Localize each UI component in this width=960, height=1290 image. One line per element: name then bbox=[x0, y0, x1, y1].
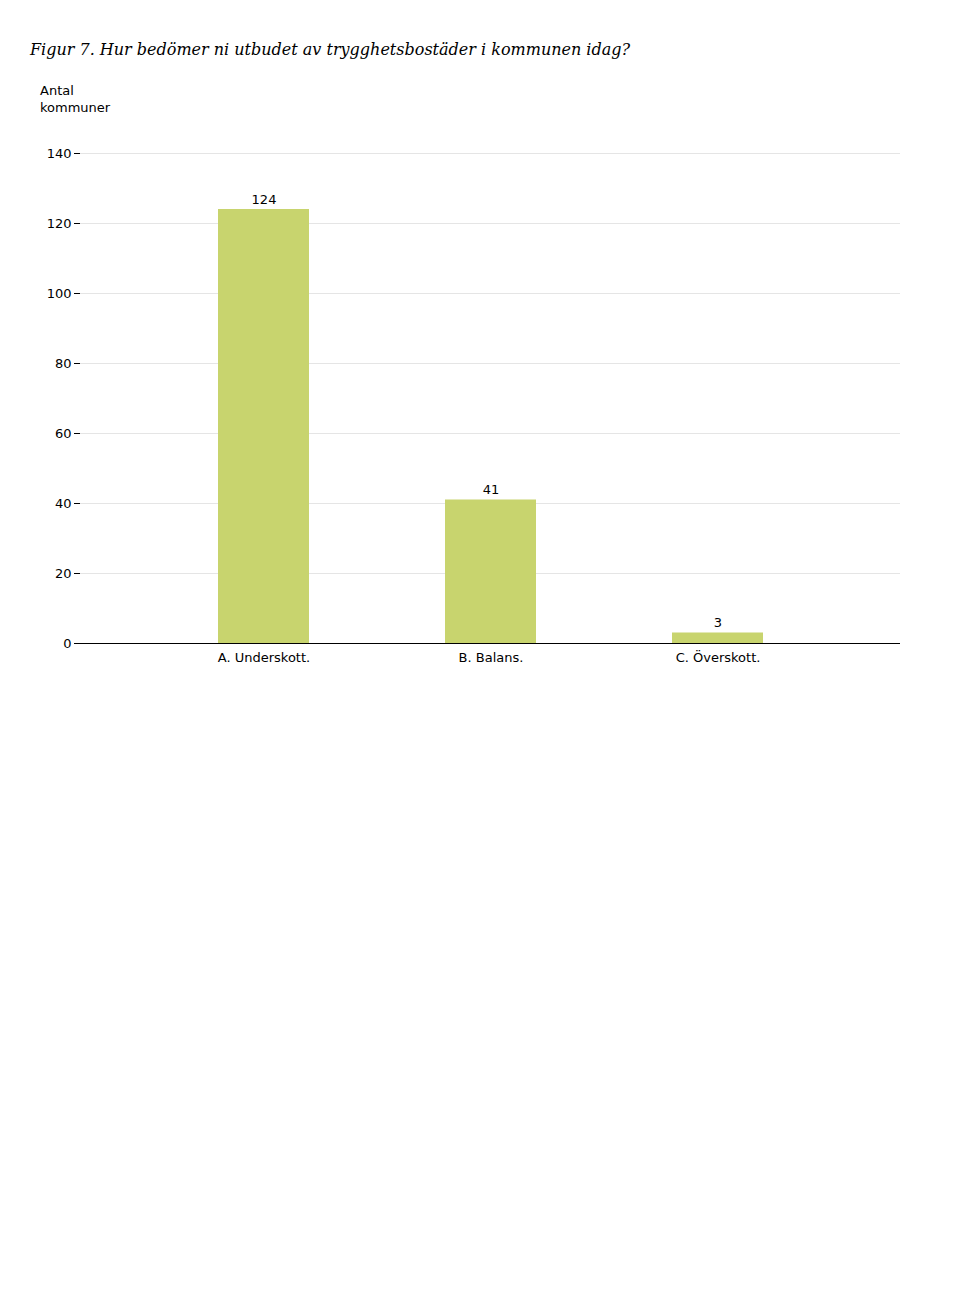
svg-text:0: 0 bbox=[63, 635, 71, 650]
svg-text:C. Överskott.: C. Överskott. bbox=[676, 649, 761, 665]
html-text:Figur 7. Hur bedömer ni utbude: Figur 7. Hur bedömer ni utbudet av trygg… bbox=[30, 40, 631, 59]
svg-text:124: 124 bbox=[252, 191, 277, 206]
svg-text:20: 20 bbox=[55, 565, 72, 580]
svg-text:B. Balans.: B. Balans. bbox=[459, 650, 524, 665]
svg-text:A. Underskott.: A. Underskott. bbox=[218, 650, 310, 665]
html-text:Antal kommuner: Antal kommuner bbox=[40, 83, 111, 115]
svg-text:40: 40 bbox=[55, 495, 72, 510]
svg-text:140: 140 bbox=[47, 145, 72, 160]
svg-text:120: 120 bbox=[47, 215, 72, 230]
svg-text:80: 80 bbox=[55, 355, 72, 370]
svg-text:41: 41 bbox=[483, 482, 500, 497]
svg-text:100: 100 bbox=[47, 285, 72, 300]
svg-text:3: 3 bbox=[714, 615, 722, 630]
svg-text:60: 60 bbox=[55, 425, 72, 440]
